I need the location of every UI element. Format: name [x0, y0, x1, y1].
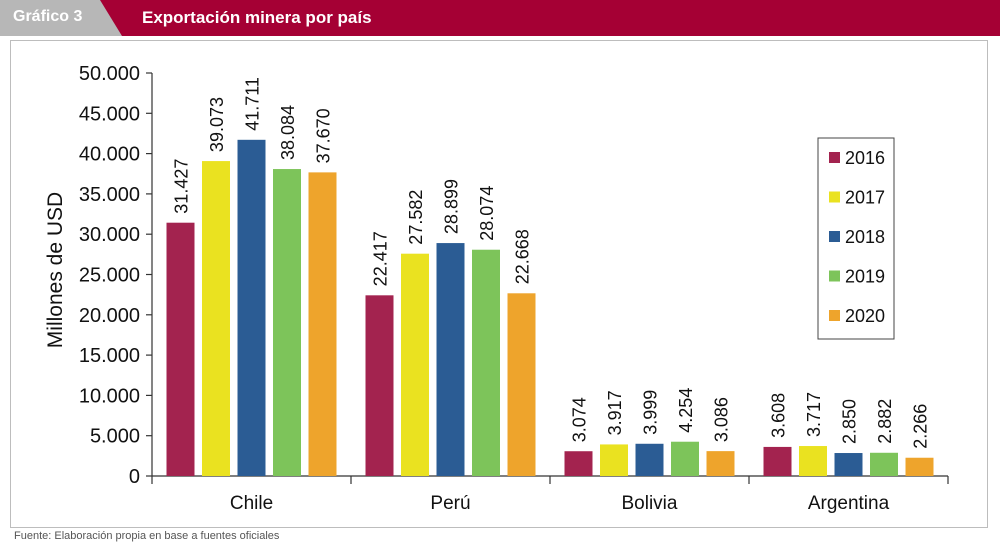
x-tick-label: Chile: [230, 493, 273, 514]
data-label: 3.999: [641, 390, 661, 435]
chart-title: Exportación minera por país: [142, 8, 372, 27]
bar: [308, 172, 337, 476]
bar: [436, 243, 465, 476]
data-label: 4.254: [676, 388, 696, 433]
legend-label: 2018: [845, 227, 885, 247]
legend-label: 2017: [845, 188, 885, 208]
data-label: 22.417: [371, 231, 391, 286]
bar: [799, 446, 827, 476]
x-axis: Chile Perú Bolivia Argentina: [151, 475, 949, 514]
x-tick-label: Argentina: [808, 493, 890, 514]
legend-swatch: [829, 270, 840, 282]
data-label: 3.717: [804, 392, 824, 437]
bar: [834, 453, 863, 476]
y-tick-label: 10.000: [79, 385, 140, 407]
legend-label: 2020: [845, 306, 885, 326]
bar: [600, 444, 628, 476]
legend-swatch: [829, 310, 840, 321]
data-label: 37.670: [314, 108, 334, 163]
data-label: 27.582: [406, 190, 426, 245]
bar: [635, 443, 664, 476]
y-axis-label: Millones de USD: [44, 192, 67, 348]
bar: [671, 441, 699, 476]
data-label: 3.608: [769, 393, 789, 438]
y-tick-label: 5.000: [90, 426, 140, 448]
bar: [870, 452, 898, 476]
y-axis: 0 5.000 10.000 15.000 20.000 25.000 30.000 35.0…: [79, 63, 153, 488]
data-label: 3.086: [712, 397, 732, 442]
y-tick-label: 40.000: [79, 144, 140, 166]
data-label: 22.668: [513, 229, 533, 284]
data-label: 3.074: [570, 397, 590, 442]
bar: [905, 457, 934, 476]
data-label: 2.882: [875, 399, 895, 444]
header-bar: [0, 0, 1000, 36]
chart-frame: [10, 40, 988, 528]
x-tick-label: Bolivia: [622, 493, 678, 514]
bar: [401, 253, 429, 476]
legend-swatch: [829, 152, 840, 163]
data-label: 28.899: [442, 179, 462, 234]
bar: [273, 169, 301, 476]
bar: [706, 451, 735, 476]
y-tick-label: 30.000: [79, 224, 140, 246]
data-labels: 31.427 39.073 41.711 38.084 37.670 22.417 27.5…: [172, 77, 931, 449]
bar: [202, 161, 230, 476]
bar: [166, 222, 195, 476]
data-label: 31.427: [172, 159, 192, 214]
data-label: 41.711: [243, 77, 263, 131]
header-tab: [0, 0, 122, 36]
data-label: 28.074: [477, 186, 497, 241]
y-tick-label: 15.000: [79, 345, 140, 367]
y-tick-label: 0: [129, 466, 140, 488]
bar: [237, 139, 266, 477]
legend-swatch: [829, 191, 840, 203]
data-label: 2.266: [911, 404, 931, 449]
y-tick-label: 45.000: [79, 103, 140, 125]
bars: [166, 139, 934, 477]
bar: [763, 446, 792, 476]
data-label: 38.084: [278, 105, 298, 160]
legend: 2016 2017 2018 2019 2020: [817, 137, 895, 340]
legend-swatch: [829, 231, 840, 242]
y-tick-label: 25.000: [79, 265, 140, 287]
data-label: 2.850: [840, 399, 860, 444]
source-note: Fuente: Elaboración propia en base a fue…: [14, 530, 280, 542]
legend-label: 2016: [845, 148, 885, 168]
y-tick-label: 35.000: [79, 184, 140, 206]
bar: [472, 249, 500, 476]
bar: [507, 293, 536, 476]
data-label: 3.917: [605, 390, 625, 435]
bar: [365, 295, 394, 476]
legend-label: 2019: [845, 267, 885, 287]
chart-number-label: Gráfico 3: [13, 8, 83, 25]
x-tick-label: Perú: [430, 493, 470, 514]
y-tick-label: 50.000: [79, 63, 140, 85]
y-tick-label: 20.000: [79, 305, 140, 327]
bar: [564, 451, 593, 476]
data-label: 39.073: [207, 97, 227, 152]
